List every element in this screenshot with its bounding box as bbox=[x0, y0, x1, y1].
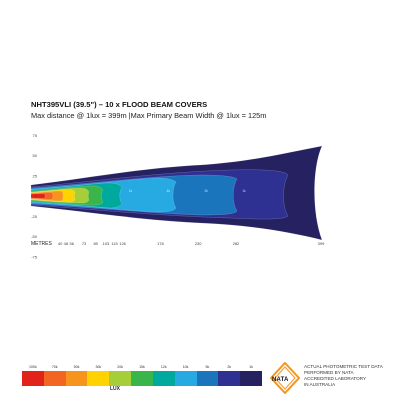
legend-label: 2k bbox=[227, 365, 232, 369]
legend-swatch bbox=[87, 371, 110, 386]
legend-swatch bbox=[240, 371, 262, 386]
nata-logo-icon bbox=[270, 362, 300, 394]
x-tick-label: 40 bbox=[58, 241, 63, 246]
legend-swatch bbox=[22, 371, 44, 386]
contour-label: 1k bbox=[242, 189, 246, 193]
x-tick-label: 56 bbox=[69, 241, 74, 246]
nata-line-2: PERFORMED BY NATA bbox=[304, 370, 354, 375]
y-tick-label: -25 bbox=[31, 214, 38, 219]
nata-line-3: ACCREDITED LABORATORY bbox=[304, 376, 367, 381]
x-tick-label: 282 bbox=[233, 241, 240, 246]
legend-label: 12k bbox=[160, 365, 167, 369]
x-tick-label: 103 bbox=[103, 241, 110, 246]
beam-contours bbox=[30, 145, 323, 241]
nata-line-4: IN AUSTRALIA bbox=[304, 382, 336, 387]
y-tick-label: 75 bbox=[33, 133, 38, 138]
x-axis-ticks: 40 48 56 73 89 103 115 126 178 230 282 399 bbox=[58, 241, 325, 246]
x-tick-label: 126 bbox=[119, 241, 126, 246]
x-tick-label: 178 bbox=[157, 241, 164, 246]
legend-label: 20k bbox=[117, 365, 124, 369]
legend-label: 10k bbox=[182, 365, 189, 369]
chart-subtitle: Max distance @ 1lux = 399m |Max Primary … bbox=[31, 111, 267, 120]
legend-label: 70k bbox=[51, 365, 58, 369]
nata-line-1: ACTUAL PHOTOMETRIC TEST DATA bbox=[304, 364, 383, 369]
contour-label: 2k bbox=[204, 189, 208, 193]
beam-contour-100k bbox=[30, 193, 46, 199]
legend-swatch bbox=[131, 371, 153, 386]
legend-label: 5k bbox=[205, 365, 210, 369]
legend-swatch bbox=[43, 371, 66, 386]
y-tick-label: -75 bbox=[31, 254, 38, 259]
x-tick-label: 89 bbox=[93, 241, 98, 246]
legend-label: 15k bbox=[139, 365, 145, 369]
legend-label: 50k bbox=[73, 365, 80, 369]
contour-label: 4k bbox=[167, 189, 171, 193]
legend-swatch bbox=[152, 371, 175, 386]
x-axis-label: METRES bbox=[31, 241, 53, 247]
x-tick-label: 115 bbox=[111, 241, 118, 246]
nata-badge-text: NATA bbox=[272, 377, 289, 383]
contour-label: 1k bbox=[129, 189, 133, 193]
legend-labels: 100k 70k 50k 30k 20k 15k 12k 10k 5k 2k 1k bbox=[22, 364, 262, 371]
y-tick-label: -50 bbox=[31, 234, 38, 239]
lux-legend: 100k 70k 50k 30k 20k 15k 12k 10k 5k 2k 1k bbox=[22, 364, 262, 394]
nata-note: ACTUAL PHOTOMETRIC TEST DATA PERFORMED B… bbox=[304, 364, 414, 388]
legend-swatch bbox=[109, 371, 132, 386]
legend-swatch bbox=[218, 371, 241, 386]
legend-color-bar bbox=[22, 371, 262, 386]
legend-label: 1k bbox=[249, 365, 253, 369]
y-tick-label: 0 bbox=[35, 194, 38, 199]
y-axis-ticks: 75 50 25 0 -25 -50 -75 bbox=[31, 133, 38, 260]
contour-labels: 1k 4k 2k 1k bbox=[129, 189, 246, 193]
y-tick-label: 25 bbox=[33, 173, 38, 178]
x-tick-label: 73 bbox=[82, 241, 87, 246]
legend-label: 100k bbox=[29, 365, 37, 369]
legend-title: LUX bbox=[110, 386, 120, 392]
legend-swatch bbox=[174, 371, 197, 386]
legend-swatch bbox=[196, 371, 219, 386]
x-tick-label: 230 bbox=[195, 241, 202, 246]
x-tick-label: 48 bbox=[64, 241, 69, 246]
x-tick-label: 399 bbox=[318, 241, 325, 246]
legend-swatch bbox=[65, 371, 88, 386]
legend-label: 30k bbox=[95, 365, 102, 369]
chart-title: NHT395VLI (39.5") – 10 x FLOOD BEAM COVE… bbox=[31, 100, 208, 109]
y-tick-label: 50 bbox=[33, 153, 38, 158]
